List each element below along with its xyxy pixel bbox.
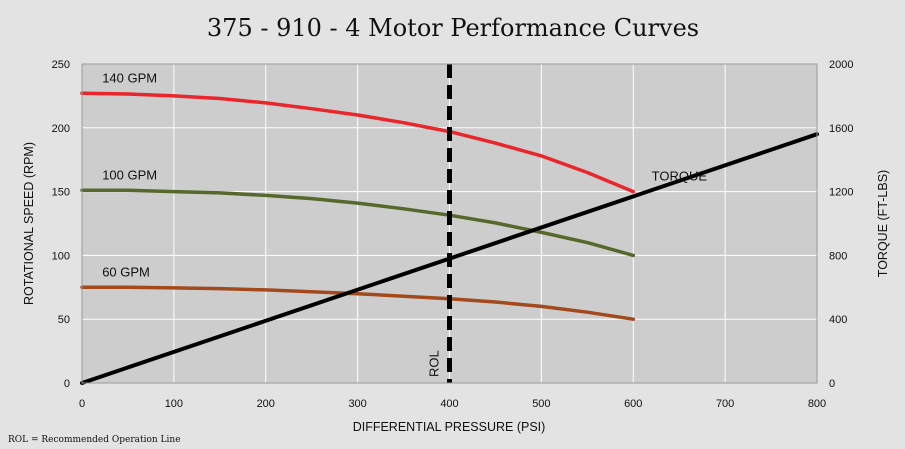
y2-axis-label: TORQUE (FT-LBS) xyxy=(876,170,890,277)
x-tick-label: 200 xyxy=(257,398,275,410)
y2-tick-label: 800 xyxy=(829,250,847,262)
x-tick-label: 700 xyxy=(716,398,734,410)
series-labels: ROL 140 GPM 100 GPM 60 GPM TORQUE xyxy=(102,70,707,377)
x-tick-label: 500 xyxy=(532,398,550,410)
rol-label: ROL xyxy=(427,350,442,377)
y-tick-label: 150 xyxy=(52,187,70,199)
x-tick-label: 100 xyxy=(165,398,183,410)
x-axis-label: DIFFERENTIAL PRESSURE (PSI) xyxy=(353,420,546,434)
x-tick-label: 0 xyxy=(79,398,85,410)
footnote: ROL = Recommended Operation Line xyxy=(8,435,181,445)
series-label-60-gpm: 60 GPM xyxy=(102,264,150,279)
x-tick-label: 800 xyxy=(808,398,826,410)
y-tick-label: 200 xyxy=(52,123,70,135)
y2-tick-label: 2000 xyxy=(829,59,853,71)
y-axis-label: ROTATIONAL SPEED (RPM) xyxy=(22,142,36,305)
data-series xyxy=(80,64,819,385)
series-label-100-gpm: 100 GPM xyxy=(102,167,157,182)
y2-tick-label: 400 xyxy=(829,314,847,326)
x-tick-label: 300 xyxy=(348,398,366,410)
tick-labels: 0 100 200 300 400 500 600 700 800050100150200250… xyxy=(52,59,854,410)
plot-border xyxy=(81,63,818,384)
y-tick-label: 0 xyxy=(64,378,70,390)
series-line-140-gpm xyxy=(80,91,636,194)
series-line-60-gpm xyxy=(80,285,636,321)
series-label-torque: TORQUE xyxy=(652,168,708,183)
y2-tick-label: 1200 xyxy=(829,187,853,199)
y-tick-label: 100 xyxy=(52,250,70,262)
y2-tick-label: 0 xyxy=(829,378,835,390)
y-tick-label: 50 xyxy=(58,314,70,326)
x-tick-label: 400 xyxy=(440,398,458,410)
y-tick-label: 250 xyxy=(52,59,70,71)
chart-title: 375 - 910 - 4 Motor Performance Curves xyxy=(207,14,699,42)
series-label-140-gpm: 140 GPM xyxy=(102,70,157,85)
y2-tick-label: 1600 xyxy=(829,123,853,135)
series-line-100-gpm xyxy=(80,188,636,258)
x-tick-label: 600 xyxy=(624,398,642,410)
